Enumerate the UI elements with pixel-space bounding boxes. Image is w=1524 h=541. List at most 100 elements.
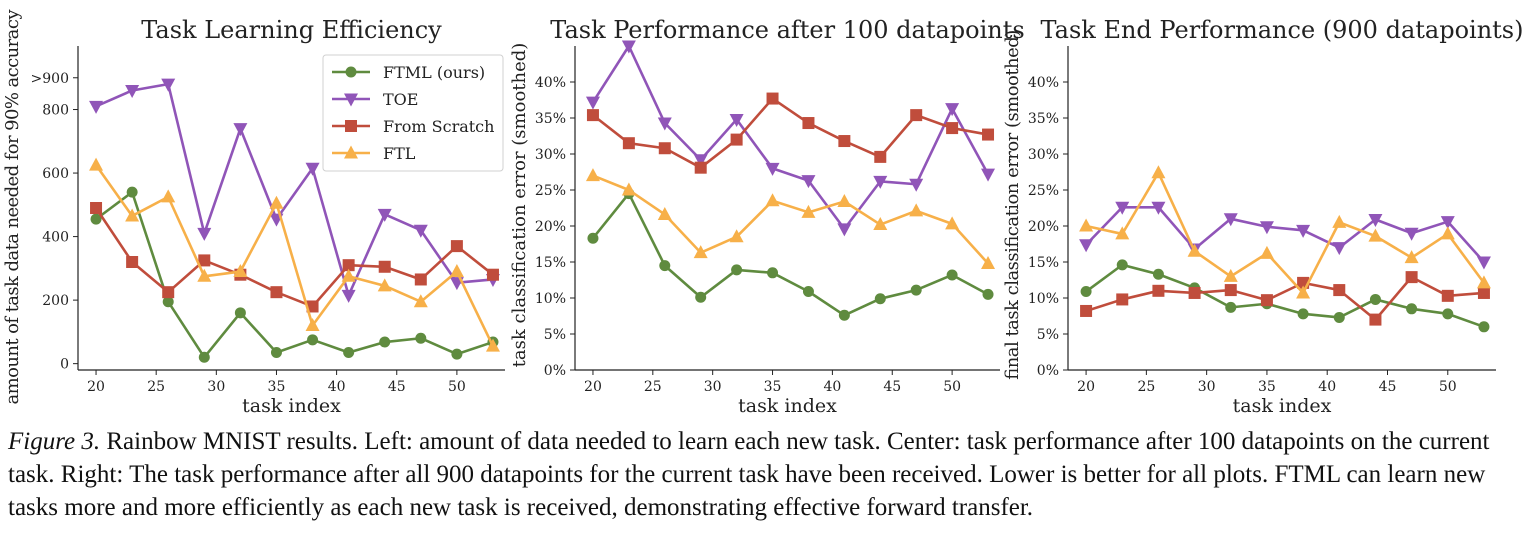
data-point (945, 216, 960, 230)
y-axis-label: final task classification error (smoothe… (1002, 30, 1023, 380)
plot-area (1079, 165, 1491, 333)
data-point (1476, 256, 1491, 270)
data-point (415, 332, 427, 344)
data-point (126, 186, 138, 198)
data-point (1368, 214, 1383, 228)
series-line (592, 174, 989, 265)
data-point (198, 254, 211, 267)
series-line (94, 164, 495, 347)
data-point (1332, 242, 1347, 256)
y-tick-label: 200 (42, 293, 69, 309)
data-point (766, 92, 779, 105)
figure-caption: Figure 3. Rainbow MNIST results. Left: a… (8, 425, 1518, 524)
data-point (731, 264, 743, 276)
x-tick-label: 40 (1318, 379, 1336, 395)
data-point (587, 232, 599, 244)
data-point (377, 208, 392, 222)
x-tick-label: 20 (87, 379, 105, 395)
plot-area (89, 78, 500, 363)
data-point (1115, 201, 1130, 215)
y-tick-label: 20% (535, 219, 566, 235)
x-tick-label: 45 (388, 379, 406, 395)
x-tick-label: 50 (1439, 379, 1457, 395)
chart-title: Task End Performance (900 datapoints) (1041, 16, 1524, 44)
data-point (197, 268, 212, 282)
data-point (1225, 301, 1237, 313)
data-point (233, 123, 248, 137)
series-ftml-ours (90, 186, 499, 363)
x-tick-label: 30 (1198, 379, 1216, 395)
legend-item: TOE (332, 90, 418, 109)
data-point (90, 213, 102, 225)
caption-text: Rainbow MNIST results. Left: amount of d… (8, 428, 1490, 521)
y-tick-label: 15% (1028, 255, 1059, 271)
data-point (981, 168, 996, 182)
data-point (161, 189, 176, 203)
y-tick-label: 35% (1028, 111, 1059, 127)
data-point (270, 347, 282, 359)
x-tick-label: 50 (943, 379, 961, 395)
data-point (657, 117, 672, 131)
data-point (801, 204, 816, 218)
data-point (162, 286, 175, 299)
x-tick-label: 35 (1258, 379, 1276, 395)
data-point (910, 109, 923, 122)
series-line (95, 82, 494, 297)
series-toe (1079, 201, 1491, 270)
series-from-scratch (586, 92, 995, 174)
legend-label: FTML (ours) (383, 63, 485, 82)
data-point (1116, 293, 1129, 306)
x-tick-label: 45 (883, 379, 901, 395)
series-from-scratch (90, 202, 499, 313)
data-point (1369, 313, 1382, 326)
data-point (693, 154, 708, 168)
data-point (802, 286, 814, 298)
y-tick-label: 30% (535, 147, 566, 163)
x-tick-label: 25 (1137, 379, 1155, 395)
y-tick-label: 5% (544, 327, 566, 343)
data-point (198, 351, 210, 363)
data-point (981, 255, 996, 269)
series-line (95, 190, 494, 359)
series-line (1085, 205, 1485, 263)
data-point (621, 40, 636, 54)
data-point (1152, 268, 1164, 280)
legend-item: FTL (332, 144, 416, 163)
series-ftml-ours (587, 188, 994, 321)
data-point (1296, 224, 1311, 238)
data-point (659, 260, 671, 272)
data-point (1259, 221, 1274, 235)
chart-panel-2: Task Performance after 100 datapoints 20 2… (509, 16, 1025, 417)
y-tick-label: 0% (1037, 363, 1059, 379)
series-line (1085, 275, 1485, 321)
data-point (450, 240, 463, 253)
y-tick-label: 40% (1028, 75, 1059, 91)
data-point (945, 103, 960, 117)
data-point (873, 175, 888, 189)
y-tick-label: 600 (42, 166, 69, 182)
data-point (1151, 201, 1166, 215)
data-point (451, 348, 463, 360)
y-axis-label: amount of task data needed for 90% accur… (2, 9, 23, 405)
data-point (307, 334, 319, 346)
data-point (1116, 259, 1128, 271)
series-line (591, 44, 990, 231)
series-ftl (89, 157, 500, 352)
legend-item: From Scratch (332, 117, 494, 136)
caption-label: Figure 3. (8, 428, 101, 455)
legend-marker (344, 93, 358, 107)
data-point (1404, 227, 1419, 241)
x-axis-label: task index (242, 395, 341, 417)
y-tick-label: 0 (60, 357, 69, 373)
data-point (1476, 275, 1491, 289)
data-point (622, 137, 635, 150)
data-point (1477, 286, 1490, 299)
data-point (1406, 303, 1418, 315)
data-point (449, 264, 464, 278)
data-point (89, 100, 104, 114)
chart-panel-3: Task End Performance (900 datapoints) 20 2… (1002, 16, 1523, 417)
x-tick-label: 35 (268, 379, 286, 395)
y-tick-label: 15% (535, 255, 566, 271)
data-point (234, 307, 246, 319)
data-point (946, 269, 958, 281)
